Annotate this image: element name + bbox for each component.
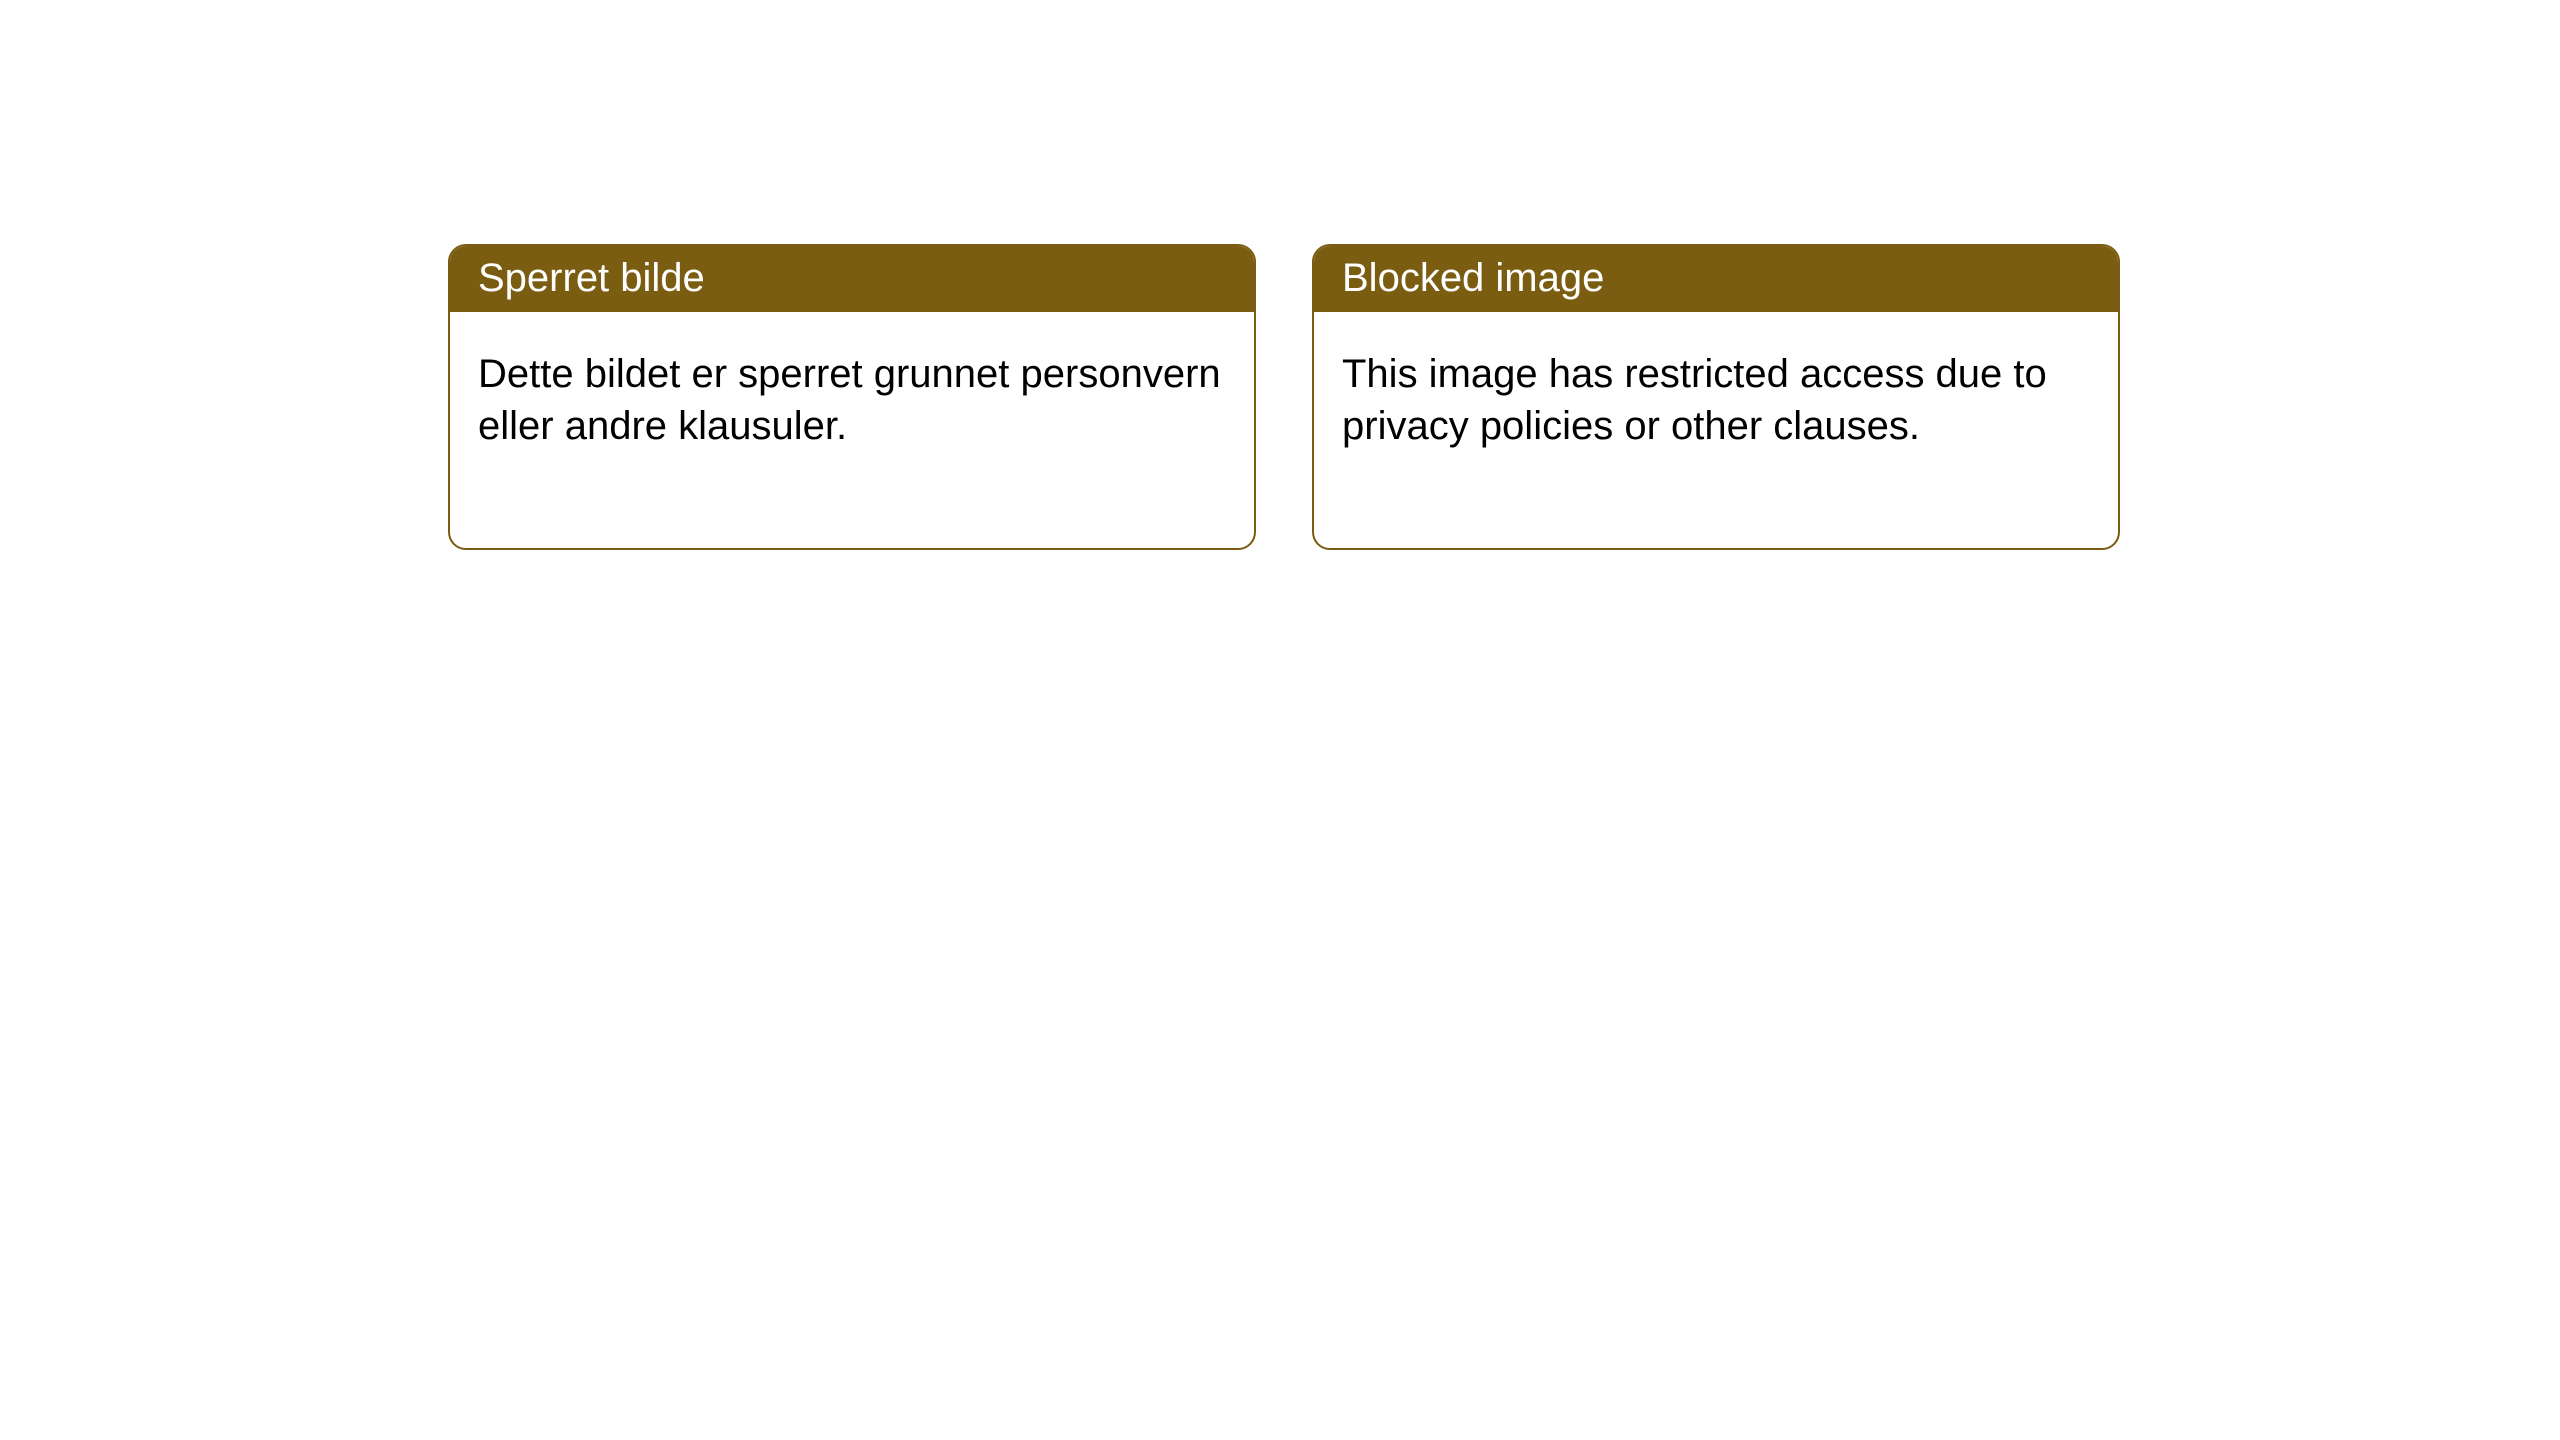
card-header-en: Blocked image	[1314, 246, 2118, 312]
card-body-en: This image has restricted access due to …	[1314, 312, 2118, 548]
blocked-image-card-no: Sperret bilde Dette bildet er sperret gr…	[448, 244, 1256, 550]
cards-container: Sperret bilde Dette bildet er sperret gr…	[0, 0, 2560, 550]
blocked-image-card-en: Blocked image This image has restricted …	[1312, 244, 2120, 550]
card-body-no: Dette bildet er sperret grunnet personve…	[450, 312, 1254, 548]
card-header-no: Sperret bilde	[450, 246, 1254, 312]
